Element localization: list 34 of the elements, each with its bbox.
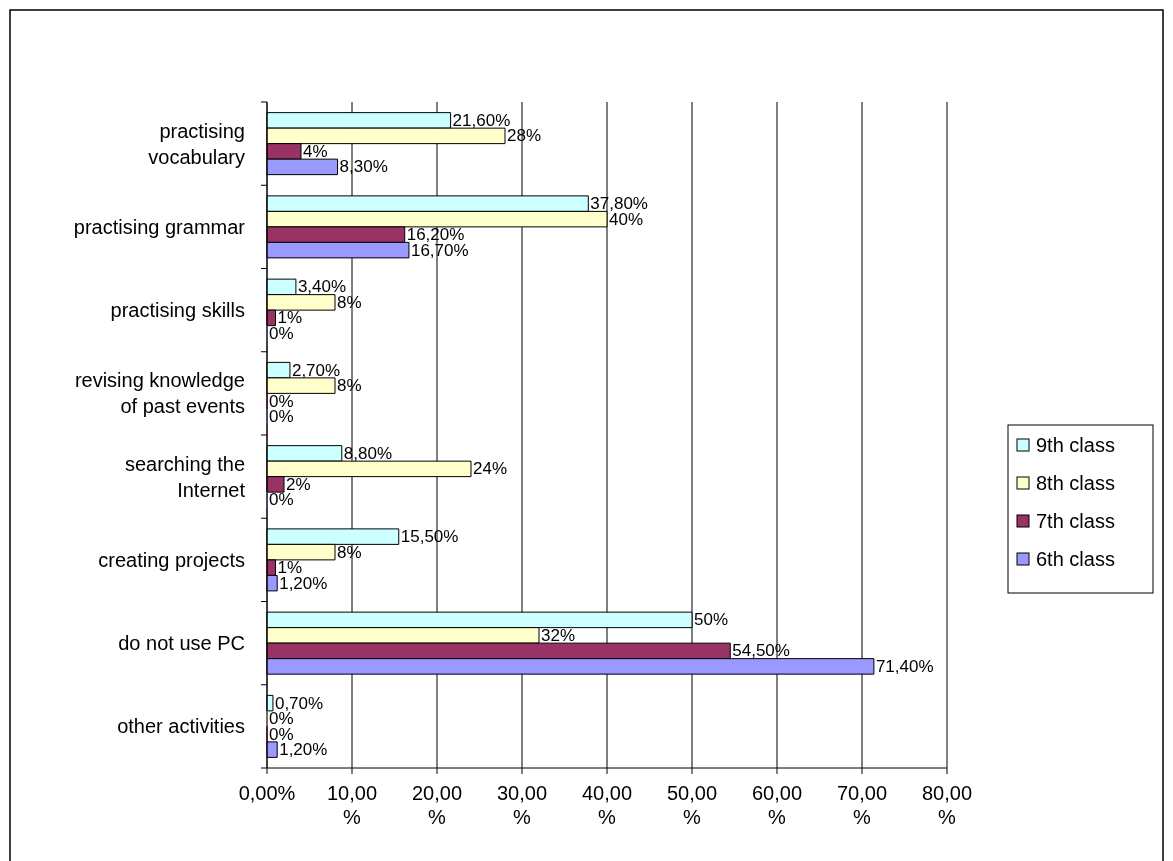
data-label: 8,80% bbox=[343, 443, 392, 463]
x-tick-label: 50,00 % bbox=[666, 782, 718, 828]
data-label: 50% bbox=[694, 610, 729, 630]
y-tick-label: practising skills bbox=[110, 299, 245, 322]
legend-label: 7th class bbox=[1036, 510, 1115, 532]
data-label: 54,50% bbox=[732, 641, 790, 661]
data-label: 71,40% bbox=[875, 656, 934, 676]
data-label: 0,70% bbox=[274, 693, 324, 713]
y-tick-label: creating projects bbox=[98, 548, 245, 571]
data-label: 32% bbox=[541, 625, 576, 645]
data-label: 15,50% bbox=[400, 527, 459, 547]
legend-label: 8th class bbox=[1036, 472, 1115, 494]
x-tick-label: 0,00% bbox=[238, 782, 296, 804]
y-tick-label: searching the Internet bbox=[124, 452, 246, 501]
x-tick-label: 80,00 % bbox=[921, 782, 973, 828]
data-label: 4% bbox=[303, 141, 328, 161]
x-tick-label: 10,00 % bbox=[326, 782, 378, 828]
data-label: 8,30% bbox=[339, 157, 388, 177]
y-tick-label: do not use PC bbox=[118, 632, 245, 655]
x-tick-label: 60,00 % bbox=[751, 782, 803, 828]
x-tick-label: 40,00 % bbox=[581, 782, 633, 828]
y-tick-label: practising vocabulary bbox=[148, 119, 245, 168]
y-tick-label: revising knowledge of past events bbox=[74, 369, 245, 418]
x-tick-label: 70,00 % bbox=[836, 782, 888, 828]
data-label: 8% bbox=[337, 542, 362, 562]
x-tick-label: 30,00 % bbox=[496, 782, 548, 828]
x-tick-label: 20,00 % bbox=[411, 782, 463, 828]
data-label: 16,20% bbox=[406, 225, 465, 245]
data-label: 24% bbox=[473, 459, 508, 479]
y-tick-label: other activities bbox=[117, 715, 245, 738]
legend-label: 9th class bbox=[1036, 434, 1115, 456]
data-label: 37,80% bbox=[590, 194, 648, 214]
legend-label: 6th class bbox=[1036, 548, 1115, 570]
y-tick-label: practising grammar bbox=[73, 215, 246, 238]
